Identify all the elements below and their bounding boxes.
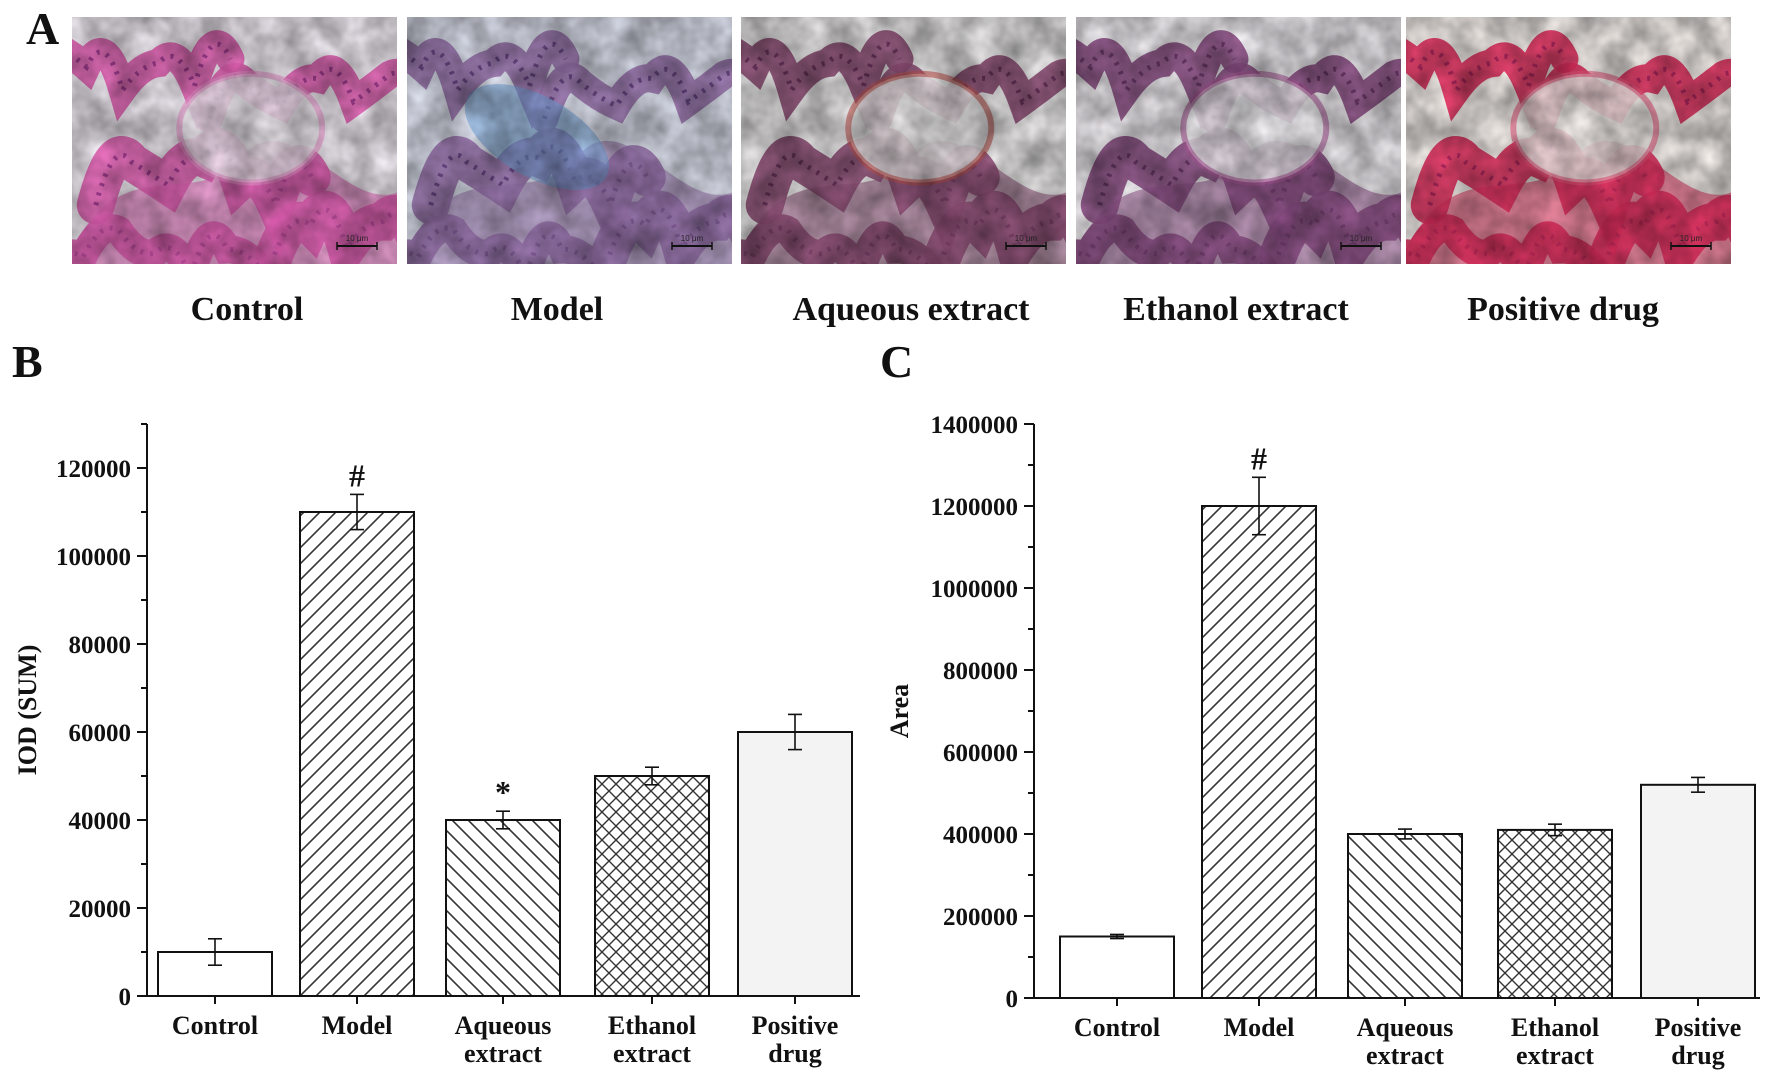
x-category-label: drug xyxy=(768,1039,821,1068)
y-tick-label: 40000 xyxy=(69,808,132,835)
y-tick-label: 120000 xyxy=(56,456,131,483)
significance-mark: # xyxy=(349,457,365,493)
x-category-label: Ethanol xyxy=(608,1011,696,1040)
scale-bar-label: 10 μm xyxy=(1015,234,1038,243)
bar xyxy=(1497,828,1613,1000)
micrograph-row: 10 μm Control 10 μm Model 10 μm Aqueous extra… xyxy=(72,17,1731,328)
x-category-label: extract xyxy=(613,1039,691,1068)
micrograph-label: Ethanol extract xyxy=(1123,291,1349,328)
bar xyxy=(1640,783,1756,999)
micrograph-3: 10 μm xyxy=(741,17,1066,264)
bar xyxy=(299,511,415,997)
y-tick-label: 200000 xyxy=(943,904,1018,931)
panel-b-letter: B xyxy=(12,336,43,387)
y-tick-label: 0 xyxy=(119,984,132,1011)
x-category-label: Model xyxy=(322,1011,393,1040)
x-category-label: Positive xyxy=(752,1011,839,1040)
micrograph-1: 10 μm xyxy=(72,17,397,264)
chart-b: 0 20000 40000 60000 80000 100000 120000 IOD (SU… xyxy=(13,423,860,1068)
y-tick-label: 1000000 xyxy=(931,576,1019,603)
panel-c-letter: C xyxy=(880,336,913,387)
y-tick-label: 0 xyxy=(1006,986,1019,1013)
chart-c: 0 200000 400000 600000 800000 1000000 1200000 1… xyxy=(885,412,1760,1070)
y-tick-label: 1200000 xyxy=(931,494,1019,521)
micrograph-2: 10 μm xyxy=(407,17,732,264)
bar xyxy=(1201,505,1317,999)
y-tick-label: 100000 xyxy=(56,544,131,571)
micrograph-label: Positive drug xyxy=(1467,291,1659,328)
scale-bar-label: 10 μm xyxy=(1680,234,1703,243)
x-category-label: Model xyxy=(1224,1013,1295,1042)
micrograph-4: 10 μm xyxy=(1076,17,1401,264)
x-category-label: Aqueous xyxy=(1357,1013,1454,1042)
scale-bar-label: 10 μm xyxy=(1350,234,1373,243)
bar xyxy=(737,731,853,997)
x-category-label: extract xyxy=(464,1039,542,1068)
x-category-label: drug xyxy=(1671,1041,1724,1070)
x-category-label: extract xyxy=(1516,1041,1594,1070)
significance-mark: # xyxy=(1251,440,1267,476)
y-tick-label: 60000 xyxy=(69,720,132,747)
y-axis-title: Area xyxy=(885,684,914,738)
x-category-label: extract xyxy=(1366,1041,1444,1070)
bar xyxy=(445,819,561,997)
x-category-label: Control xyxy=(1074,1013,1160,1042)
bar xyxy=(1347,833,1463,999)
x-category-label: Aqueous xyxy=(455,1011,552,1040)
y-tick-label: 80000 xyxy=(69,632,132,659)
x-category-label: Ethanol xyxy=(1511,1013,1599,1042)
bar xyxy=(1059,935,1175,999)
y-tick-label: 400000 xyxy=(943,822,1018,849)
y-tick-label: 600000 xyxy=(943,740,1018,767)
micrograph-label: Model xyxy=(511,291,604,328)
panel-a-letter: A xyxy=(26,3,59,54)
scale-bar-label: 10 μm xyxy=(681,234,704,243)
significance-mark: * xyxy=(495,774,511,810)
x-category-label: Positive xyxy=(1655,1013,1742,1042)
micrograph-label: Control xyxy=(191,291,304,328)
y-tick-label: 1400000 xyxy=(931,412,1019,439)
y-axis-title: IOD (SUM) xyxy=(13,645,42,776)
bar xyxy=(594,775,710,997)
micrograph-5: 10 μm xyxy=(1406,17,1731,264)
micrograph-label: Aqueous extract xyxy=(792,291,1030,328)
y-tick-label: 800000 xyxy=(943,658,1018,685)
x-category-label: Control xyxy=(172,1011,258,1040)
scale-bar-label: 10 μm xyxy=(346,234,369,243)
y-tick-label: 20000 xyxy=(69,896,132,923)
